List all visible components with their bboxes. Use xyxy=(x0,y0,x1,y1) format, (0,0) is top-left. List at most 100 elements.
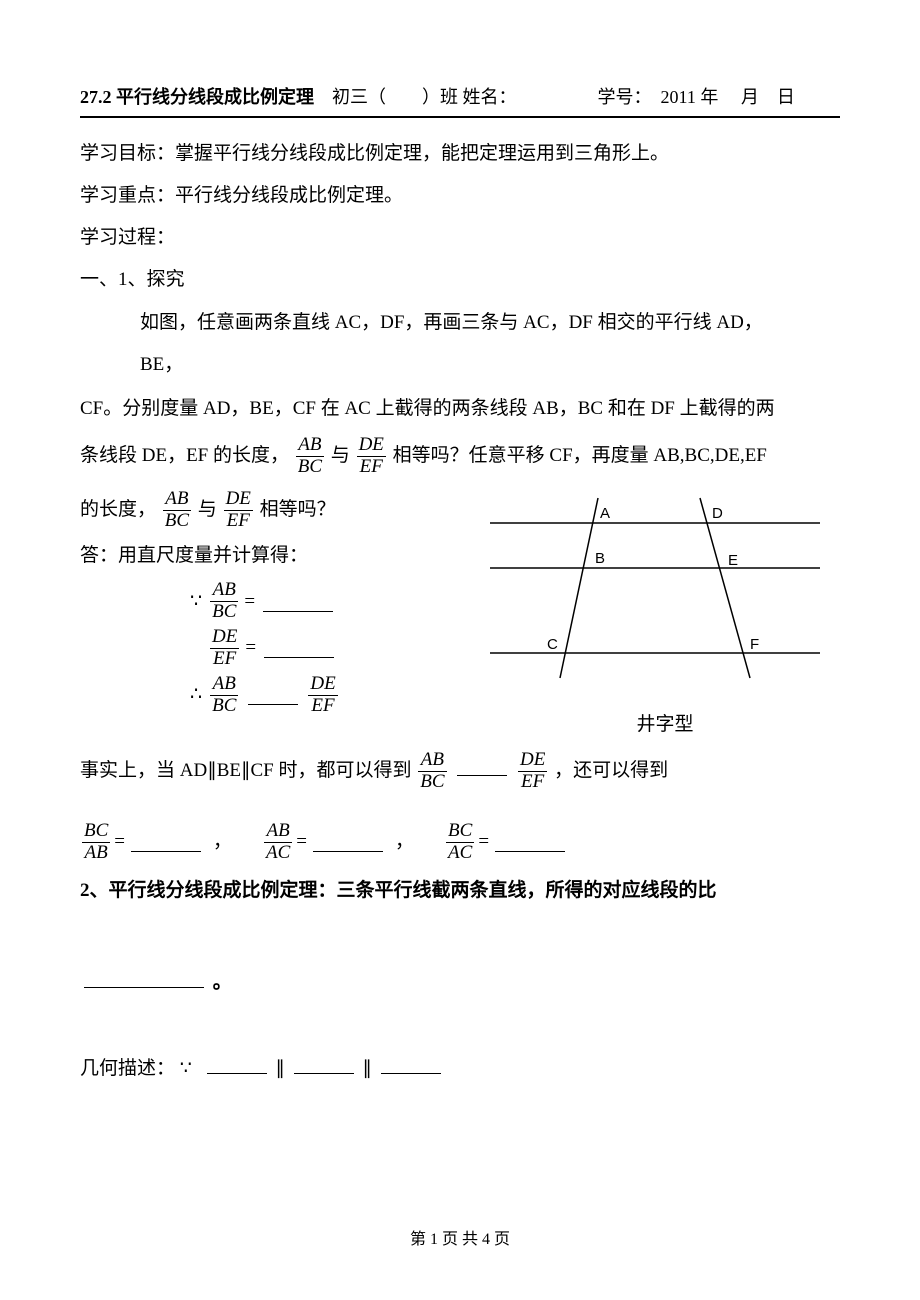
eq-sign: = xyxy=(478,824,489,860)
frac-den: EF xyxy=(308,696,337,717)
frac-ab-ac: AB AC xyxy=(264,821,292,864)
cf2-pre: 的长度， xyxy=(80,499,156,520)
learning-goal: 学习目标：掌握平行线分线段成比例定理，能把定理运用到三角形上。 xyxy=(80,136,840,172)
explore-line1: 如图，任意画两条直线 AC，DF，再画三条与 AC，DF 相交的平行线 AD， xyxy=(140,305,840,341)
eq-sign: = xyxy=(114,824,125,860)
blank-fill[interactable] xyxy=(263,592,333,612)
blank-fill[interactable] xyxy=(313,832,383,852)
ratio-1: BC AB = ， xyxy=(80,821,232,864)
frac-den: AC xyxy=(446,843,474,864)
parallel-symbol: ∥ xyxy=(275,1058,285,1079)
label-d: D xyxy=(712,505,723,522)
frac-de-ef-1: DE EF xyxy=(357,435,386,478)
frac-de-ef-4: DE EF xyxy=(308,674,337,717)
learning-focus: 学习重点：平行线分线段成比例定理。 xyxy=(80,178,840,214)
blank-fill[interactable] xyxy=(381,1054,441,1074)
label-e: E xyxy=(728,552,738,569)
label-a: A xyxy=(600,505,610,522)
section-1-1: 一、1、探究 xyxy=(80,262,840,298)
comma: ， xyxy=(395,824,414,860)
cf1b-post: 相等吗？任意平移 CF，再度量 AB,BC,DE,EF xyxy=(393,444,767,465)
label-b: B xyxy=(595,550,605,567)
cf-paragraph-2: 的长度， AB BC 与 DE EF 相等吗？ xyxy=(80,489,480,532)
diagram-caption: 井字型 xyxy=(490,707,840,743)
geom-label: 几何描述： xyxy=(80,1058,175,1079)
frac-bc-ac: BC AC xyxy=(446,821,474,864)
because-symbol: ∵ xyxy=(180,1058,192,1079)
blank-fill[interactable] xyxy=(84,968,204,988)
frac-num: DE xyxy=(210,627,239,649)
cf2-post: 相等吗？ xyxy=(260,499,336,520)
diagram-column: A B C D E F 井字型 xyxy=(490,483,840,742)
math-and-diagram-row: 的长度， AB BC 与 DE EF 相等吗？ 答：用直尺度量并计算得： ∵ A… xyxy=(80,483,840,742)
frac-num: AB xyxy=(296,435,324,457)
frac-num: AB xyxy=(210,580,238,602)
theorem-label: 2、平行线分线段成比例定理：三条平行线截两条直线，所得的对应线段的比 xyxy=(80,873,840,909)
parallel-lines-diagram: A B C D E F xyxy=(490,483,820,683)
frac-num: AB xyxy=(210,674,238,696)
fact-pre: 事实上，当 AD∥BE∥CF 时，都可以得到 xyxy=(80,760,411,781)
cf2-mid: 与 xyxy=(198,499,217,520)
frac-de-ef-5: DE EF xyxy=(518,750,547,793)
header: 27.2 平行线分线段成比例定理 初三（ ）班 姓名： 学号： 2011 年 月… xyxy=(80,80,840,118)
ratio-3: BC AC = xyxy=(444,821,569,864)
ratio-2: AB AC = ， xyxy=(262,821,414,864)
frac-den: AB xyxy=(82,843,110,864)
blank-fill[interactable] xyxy=(207,1054,267,1074)
comma: ， xyxy=(213,824,232,860)
frac-num: BC xyxy=(82,821,110,843)
frac-den: BC xyxy=(418,772,446,793)
frac-de-ef-3: DE EF xyxy=(210,627,239,670)
frac-num: AB xyxy=(418,750,446,772)
answer-line: 答：用直尺度量并计算得： xyxy=(80,538,480,574)
frac-den: BC xyxy=(163,511,191,532)
header-title: 27.2 平行线分线段成比例定理 xyxy=(80,80,314,114)
frac-den: BC xyxy=(210,696,238,717)
eq-sign: = xyxy=(296,824,307,860)
learning-process: 学习过程： xyxy=(80,220,840,256)
parallel-symbol: ∥ xyxy=(362,1058,372,1079)
frac-den: BC xyxy=(296,457,324,478)
ratios-row: BC AB = ， AB AC = ， BC AC = xyxy=(80,821,840,864)
blank-fill[interactable] xyxy=(264,638,334,658)
frac-den: EF xyxy=(357,457,386,478)
frac-den: EF xyxy=(518,772,547,793)
blank-fill[interactable] xyxy=(131,832,201,852)
frac-num: BC xyxy=(446,821,474,843)
header-fill: 初三（ ）班 姓名： 学号： 2011 年 月 日 xyxy=(332,80,795,114)
frac-num: AB xyxy=(264,821,292,843)
frac-ab-bc-1: AB BC xyxy=(296,435,324,478)
frac-ab-bc-4: AB BC xyxy=(210,674,238,717)
because-symbol: ∵ xyxy=(190,584,202,620)
fact-line: 事实上，当 AD∥BE∥CF 时，都可以得到 AB BC DE EF ，还可以得… xyxy=(80,749,840,793)
frac-num: DE xyxy=(308,674,337,696)
blank-fill[interactable] xyxy=(495,832,565,852)
therefore-symbol: ∴ xyxy=(190,677,202,713)
frac-num: DE xyxy=(224,489,253,511)
frac-de-ef-2: DE EF xyxy=(224,489,253,532)
relation-blank[interactable] xyxy=(248,685,298,705)
math-row-1: ∵ AB BC = xyxy=(190,580,480,623)
eq-sign: = xyxy=(245,630,256,666)
cf1b-mid: 与 xyxy=(331,444,350,465)
frac-den: EF xyxy=(224,511,253,532)
frac-num: DE xyxy=(518,750,547,772)
cf1a: CF。分别度量 AD，BE，CF 在 AC 上截得的两条线段 AB，BC 和在 … xyxy=(80,398,775,419)
theorem-blank-line: 。 xyxy=(80,965,840,1001)
frac-den: BC xyxy=(210,602,238,623)
frac-den: AC xyxy=(264,843,292,864)
frac-num: DE xyxy=(357,435,386,457)
eq-sign: = xyxy=(244,584,255,620)
blank-fill[interactable] xyxy=(294,1054,354,1074)
cf-paragraph-1b: 条线段 DE，EF 的长度， AB BC 与 DE EF 相等吗？任意平移 CF… xyxy=(80,435,840,478)
fact-post: ，还可以得到 xyxy=(554,760,668,781)
label-c: C xyxy=(547,636,558,653)
frac-ab-bc-3: AB BC xyxy=(210,580,238,623)
frac-ab-bc-5: AB BC xyxy=(418,750,446,793)
frac-num: AB xyxy=(163,489,191,511)
frac-bc-ab: BC AB xyxy=(82,821,110,864)
math-row-3: ∴ AB BC DE EF xyxy=(190,674,480,717)
relation-blank[interactable] xyxy=(457,756,507,776)
math-column: 的长度， AB BC 与 DE EF 相等吗？ 答：用直尺度量并计算得： ∵ A… xyxy=(80,483,480,720)
slant-2 xyxy=(700,498,750,678)
